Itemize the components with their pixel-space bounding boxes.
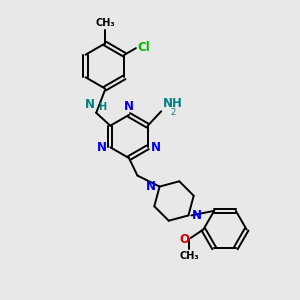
Text: Cl: Cl bbox=[137, 41, 150, 54]
Text: N: N bbox=[85, 98, 95, 111]
Text: NH: NH bbox=[162, 97, 182, 110]
Text: N: N bbox=[146, 180, 156, 193]
Text: N: N bbox=[124, 100, 134, 112]
Text: 2: 2 bbox=[171, 108, 176, 117]
Text: CH₃: CH₃ bbox=[179, 251, 199, 261]
Text: O: O bbox=[179, 232, 189, 246]
Text: N: N bbox=[192, 209, 202, 222]
Text: N: N bbox=[97, 141, 107, 154]
Text: CH₃: CH₃ bbox=[95, 18, 115, 28]
Text: H: H bbox=[98, 102, 106, 112]
Text: N: N bbox=[151, 141, 161, 154]
